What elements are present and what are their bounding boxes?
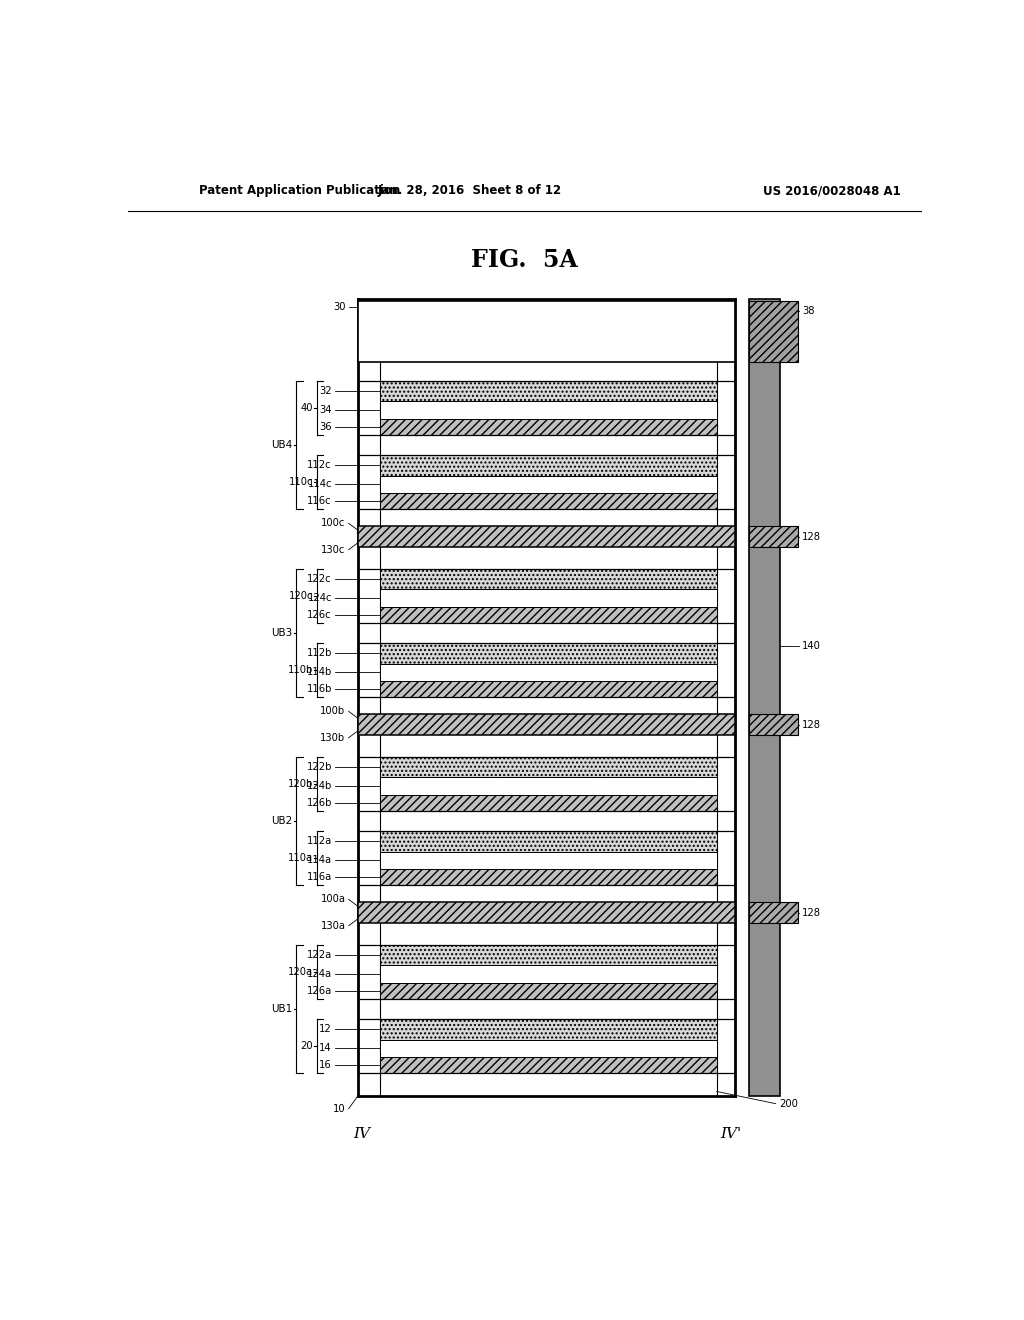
Bar xyxy=(749,527,798,546)
Bar xyxy=(380,643,717,664)
Bar xyxy=(380,851,717,869)
Text: 110a: 110a xyxy=(288,853,313,863)
Text: 110c: 110c xyxy=(289,477,313,487)
Text: 116a: 116a xyxy=(307,873,332,882)
Text: 100b: 100b xyxy=(321,706,345,717)
Text: 114b: 114b xyxy=(307,667,332,677)
Text: 100c: 100c xyxy=(322,519,345,528)
Bar xyxy=(380,569,717,589)
Bar xyxy=(358,455,735,510)
Text: 38: 38 xyxy=(802,306,814,315)
Text: 40: 40 xyxy=(300,403,313,413)
Text: 12: 12 xyxy=(319,1024,332,1035)
Text: 30: 30 xyxy=(333,302,345,312)
Text: 114a: 114a xyxy=(307,855,332,865)
Text: 130b: 130b xyxy=(321,733,345,743)
Text: FIG.  5A: FIG. 5A xyxy=(471,248,579,272)
Bar xyxy=(358,714,735,735)
Text: 114c: 114c xyxy=(307,479,332,490)
Bar xyxy=(358,903,735,923)
Bar xyxy=(380,455,717,475)
Text: 112b: 112b xyxy=(306,648,332,659)
Bar xyxy=(380,795,717,810)
Bar xyxy=(380,475,717,492)
Text: IV': IV' xyxy=(721,1127,741,1142)
Text: 120c: 120c xyxy=(289,591,313,601)
Bar xyxy=(358,301,735,362)
Text: 130c: 130c xyxy=(322,545,345,554)
Bar xyxy=(380,1019,717,1040)
Bar xyxy=(380,758,717,777)
Text: 100a: 100a xyxy=(321,895,345,904)
Bar xyxy=(749,903,798,923)
Bar xyxy=(380,1057,717,1073)
Text: 112a: 112a xyxy=(307,837,332,846)
Bar xyxy=(358,1019,735,1073)
Text: UB3: UB3 xyxy=(271,628,292,638)
Bar xyxy=(749,298,780,1096)
Bar xyxy=(358,643,735,697)
Text: 126b: 126b xyxy=(306,797,332,808)
Text: 34: 34 xyxy=(319,405,332,414)
Bar xyxy=(380,589,717,607)
Bar xyxy=(358,945,735,999)
Text: 120a: 120a xyxy=(288,968,313,977)
Text: 140: 140 xyxy=(802,642,820,651)
Bar xyxy=(380,492,717,510)
Bar xyxy=(358,381,735,434)
Text: 126c: 126c xyxy=(307,610,332,620)
Bar xyxy=(380,607,717,623)
Text: 122b: 122b xyxy=(306,762,332,772)
Text: UB2: UB2 xyxy=(271,816,292,826)
Bar xyxy=(717,298,735,1096)
Text: 110b: 110b xyxy=(288,665,313,675)
Text: 130a: 130a xyxy=(321,921,345,931)
Text: UB4: UB4 xyxy=(271,440,292,450)
Text: 10: 10 xyxy=(333,1104,345,1114)
Text: 128: 128 xyxy=(802,908,821,917)
Text: 128: 128 xyxy=(802,532,821,541)
Bar xyxy=(380,381,717,401)
Text: 14: 14 xyxy=(319,1043,332,1053)
Bar xyxy=(749,714,798,735)
Text: 116c: 116c xyxy=(307,496,332,506)
Bar xyxy=(380,1040,717,1057)
Text: 124a: 124a xyxy=(307,969,332,979)
Bar xyxy=(380,832,717,851)
Text: UB1: UB1 xyxy=(271,1005,292,1014)
Text: 122a: 122a xyxy=(307,950,332,960)
Text: 128: 128 xyxy=(802,719,821,730)
Bar xyxy=(380,401,717,418)
Bar xyxy=(358,758,735,810)
Text: 16: 16 xyxy=(319,1060,332,1071)
Text: US 2016/0028048 A1: US 2016/0028048 A1 xyxy=(763,185,901,198)
Text: 120b: 120b xyxy=(288,779,313,789)
Bar xyxy=(358,832,735,886)
Text: 124c: 124c xyxy=(307,593,332,603)
Bar xyxy=(358,298,380,1096)
Text: 116b: 116b xyxy=(306,684,332,694)
Text: IV: IV xyxy=(353,1127,371,1142)
Text: 124b: 124b xyxy=(307,781,332,791)
Bar xyxy=(380,777,717,795)
Bar xyxy=(380,965,717,982)
Bar xyxy=(380,982,717,999)
Text: 20: 20 xyxy=(300,1041,313,1051)
Text: Jan. 28, 2016  Sheet 8 of 12: Jan. 28, 2016 Sheet 8 of 12 xyxy=(377,185,561,198)
Bar xyxy=(380,664,717,681)
Text: 32: 32 xyxy=(319,387,332,396)
Bar xyxy=(358,569,735,623)
Text: Patent Application Publication: Patent Application Publication xyxy=(200,185,400,198)
Bar xyxy=(380,681,717,697)
Text: 122c: 122c xyxy=(307,574,332,585)
Text: 36: 36 xyxy=(319,421,332,432)
Text: 112c: 112c xyxy=(307,461,332,470)
Bar xyxy=(380,869,717,886)
Bar xyxy=(380,418,717,434)
Text: 126a: 126a xyxy=(307,986,332,995)
Bar xyxy=(358,527,735,546)
Text: 200: 200 xyxy=(779,1098,798,1109)
Bar xyxy=(749,301,798,362)
Bar xyxy=(380,945,717,965)
